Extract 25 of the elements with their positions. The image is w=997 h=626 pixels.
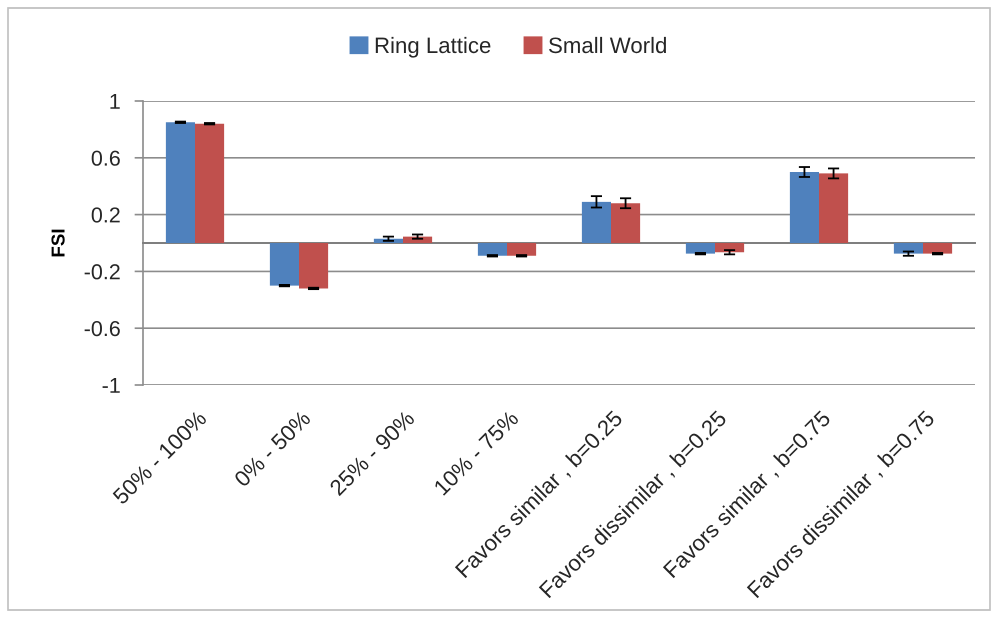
- x-tick-label: 0% - 50%: [233, 410, 312, 488]
- y-tick-label: -0.2: [84, 264, 120, 280]
- bar: [819, 173, 848, 243]
- bar: [715, 243, 744, 252]
- bar: [403, 236, 432, 243]
- bar: [686, 243, 715, 254]
- bar: [166, 122, 195, 243]
- y-tick-label: 0.2: [92, 207, 120, 223]
- bar: [582, 202, 611, 243]
- bar: [507, 243, 536, 256]
- bar: [270, 243, 299, 286]
- bar: [611, 203, 640, 243]
- bar: [299, 243, 328, 288]
- legend-label: Small World: [549, 36, 666, 54]
- bar: [195, 124, 224, 243]
- legend-label: Ring Lattice: [376, 36, 490, 58]
- y-tick-label: -1: [102, 378, 120, 393]
- bar: [923, 243, 952, 254]
- bar: [790, 172, 819, 243]
- bar: [894, 243, 923, 254]
- y-tick-label: 0.6: [92, 150, 120, 166]
- bar: [478, 243, 507, 256]
- y-tick-label: -0.6: [84, 320, 120, 336]
- y-axis-title: FSI: [51, 230, 65, 256]
- y-tick-label: 1: [110, 94, 120, 109]
